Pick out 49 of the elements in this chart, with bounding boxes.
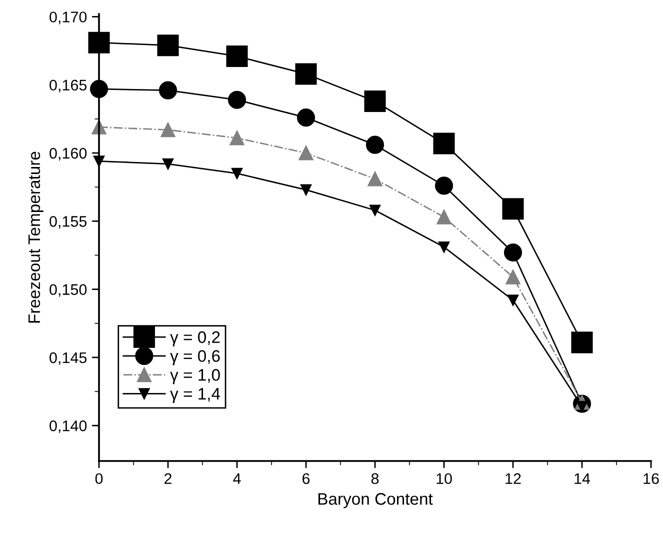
y-tick-label: 0,145 [50,352,87,365]
legend-label: γ = 0,2 [170,331,220,346]
point [366,136,384,154]
point [364,90,386,112]
point [571,332,593,354]
x-tick-label: 0 [95,473,103,484]
x-tick-label: 2 [164,473,172,484]
y-tick-label: 0,170 [50,12,87,24]
x-tick-label: 14 [574,473,590,484]
point [296,108,316,127]
y-axis-title: Freezeout Temperature [28,152,44,323]
point [231,168,243,180]
y-tick-label: 0,155 [50,216,87,229]
point [228,90,246,109]
point [298,146,314,160]
x-tick-label: 10 [436,473,452,484]
point [300,184,312,196]
point [504,243,522,262]
point [160,122,176,138]
point [88,32,110,54]
point [506,270,520,284]
point [158,81,178,100]
y-tick-label: 0,150 [50,284,87,297]
point [226,45,248,68]
y-tick-label: 0,165 [50,80,87,92]
point [433,132,455,154]
point [502,198,524,220]
x-tick-label: 6 [302,473,310,484]
point [438,241,450,253]
point [434,176,454,195]
point [436,210,452,224]
point [157,34,179,56]
x-tick-label: 16 [644,473,659,484]
point [295,63,317,85]
x-axis-title: Baryon Content [318,493,433,508]
legend-label: γ = 0,6 [170,350,220,366]
point [230,130,244,146]
point [369,204,381,216]
legend-label: γ = 1,4 [170,388,220,403]
point [368,172,382,186]
x-tick-label: 8 [371,473,379,484]
y-tick-label: 0,140 [50,420,87,434]
x-tick-label: 12 [506,473,521,484]
point [162,158,174,170]
x-tick-label: 4 [233,473,241,484]
y-tick-label: 0,160 [50,148,87,160]
point [507,294,519,306]
point [90,80,108,98]
legend-label: γ = 1,0 [170,369,220,384]
